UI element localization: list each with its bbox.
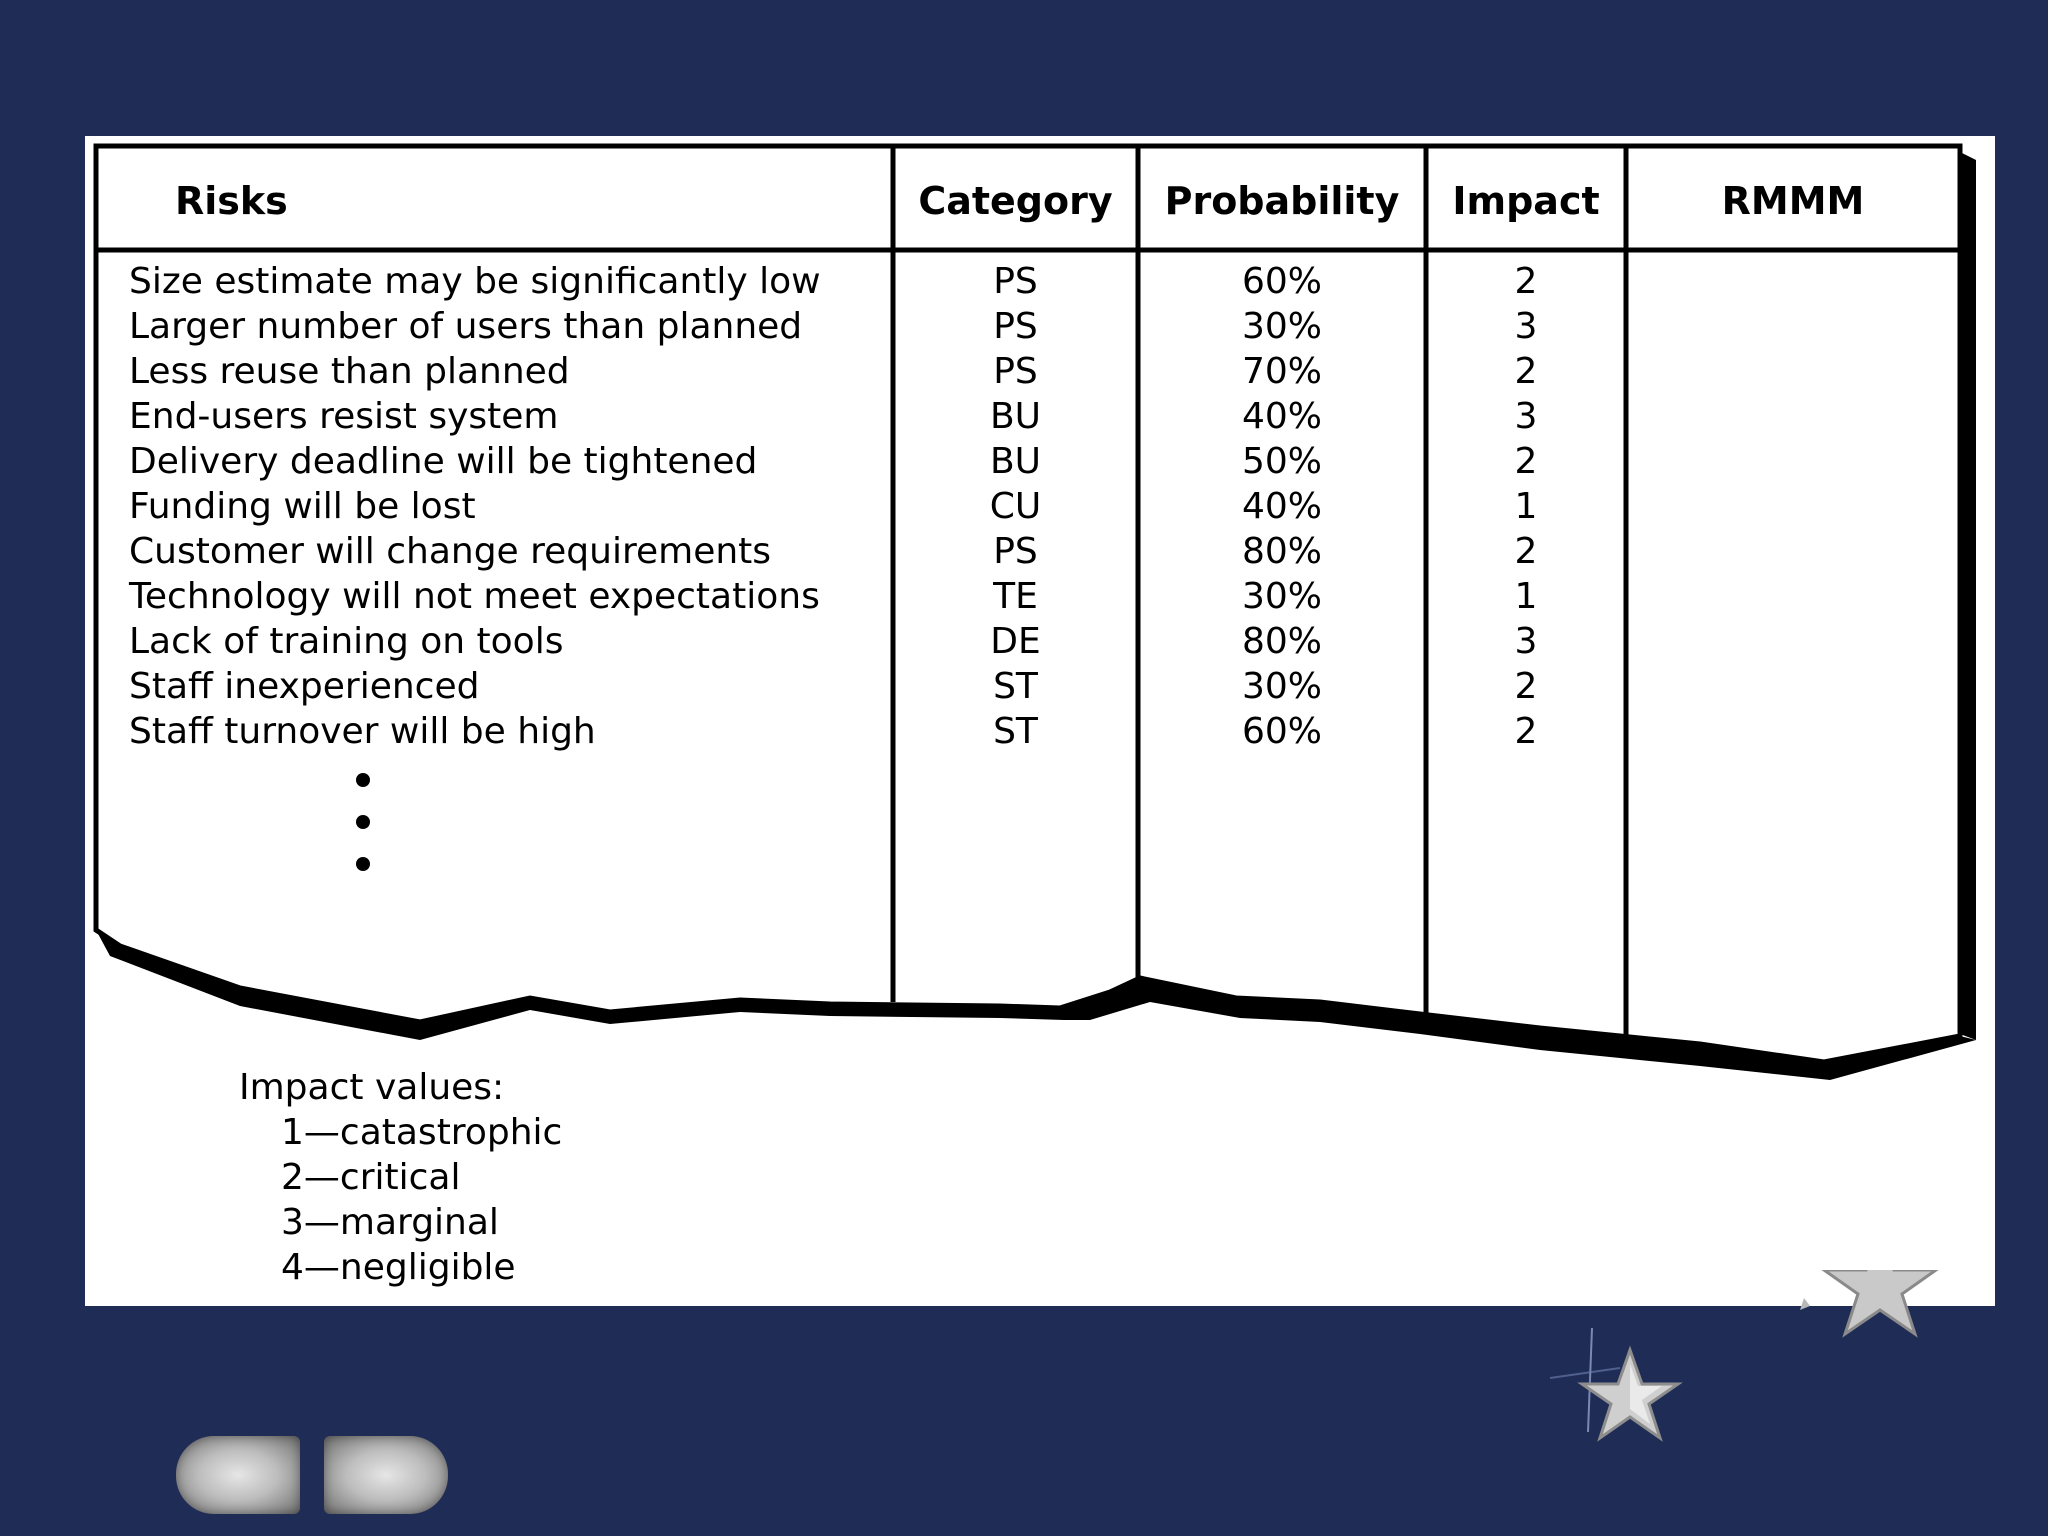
risk-probability: 30%: [1241, 576, 1322, 617]
risk-impact: 2: [1514, 711, 1538, 752]
risk-category: PS: [993, 531, 1038, 572]
risk-probability: 30%: [1241, 306, 1322, 347]
risk-name: End-users resist system: [129, 396, 559, 437]
header-impact: Impact: [1452, 179, 1600, 223]
risk-name: Size estimate may be significantly low: [129, 261, 821, 302]
risk-impact: 3: [1514, 396, 1538, 437]
risk-impact: 3: [1514, 306, 1538, 347]
risk-category: PS: [993, 306, 1038, 347]
header-category: Category: [918, 179, 1113, 223]
header-probability: Probability: [1164, 179, 1400, 223]
risk-category: TE: [993, 576, 1038, 617]
risk-impact: 1: [1514, 576, 1538, 617]
risk-probability: 80%: [1241, 621, 1322, 662]
risk-category: CU: [989, 486, 1042, 527]
impact-legend-item: 2—critical: [281, 1157, 461, 1198]
ellipsis-dot: [356, 773, 370, 787]
risk-probability: 40%: [1241, 396, 1322, 437]
impact-legend-item: 4—negligible: [281, 1247, 516, 1288]
risk-category: PS: [993, 261, 1038, 302]
star-icon: [1800, 1270, 1939, 1338]
risk-probability: 70%: [1241, 351, 1322, 392]
risk-name: Technology will not meet expectations: [129, 576, 820, 617]
risk-category: ST: [993, 711, 1038, 752]
risk-name: Staff inexperienced: [129, 666, 480, 707]
risk-impact: 2: [1514, 261, 1538, 302]
risk-probability: 60%: [1241, 711, 1322, 752]
risk-name: Funding will be lost: [129, 486, 476, 527]
risk-probability: 80%: [1241, 531, 1322, 572]
risk-name: Lack of training on tools: [129, 621, 564, 662]
risk-category: PS: [993, 351, 1038, 392]
risk-name: Staff turnover will be high: [129, 711, 596, 752]
impact-legend-item: 3—marginal: [281, 1202, 499, 1243]
risk-impact: 3: [1514, 621, 1538, 662]
star-icon: [1550, 1327, 1683, 1442]
impact-legend-item: 1—catastrophic: [281, 1112, 563, 1153]
risk-category: DE: [990, 621, 1041, 662]
risk-probability: 40%: [1241, 486, 1322, 527]
previous-slide-button[interactable]: [176, 1436, 300, 1514]
risk-impact: 2: [1514, 351, 1538, 392]
risk-probability: 50%: [1241, 441, 1322, 482]
risk-name: Larger number of users than planned: [129, 306, 803, 347]
risk-name: Delivery deadline will be tightened: [129, 441, 758, 482]
header-risks: Risks: [175, 179, 288, 223]
risk-probability: 30%: [1241, 666, 1322, 707]
risk-name: Customer will change requirements: [129, 531, 772, 572]
header-rmmm: RMMM: [1721, 179, 1865, 223]
risk-impact: 1: [1514, 486, 1538, 527]
risk-category: BU: [989, 396, 1042, 437]
risk-category: BU: [989, 441, 1042, 482]
next-slide-button[interactable]: [324, 1436, 448, 1514]
risk-impact: 2: [1514, 441, 1538, 482]
risk-impact: 2: [1514, 666, 1538, 707]
ellipsis-dot: [356, 857, 370, 871]
risk-impact: 2: [1514, 531, 1538, 572]
risk-name: Less reuse than planned: [129, 351, 570, 392]
impact-legend-title: Impact values:: [239, 1067, 505, 1108]
ellipsis-dot: [356, 815, 370, 829]
risk-probability: 60%: [1241, 261, 1322, 302]
risk-category: ST: [993, 666, 1038, 707]
